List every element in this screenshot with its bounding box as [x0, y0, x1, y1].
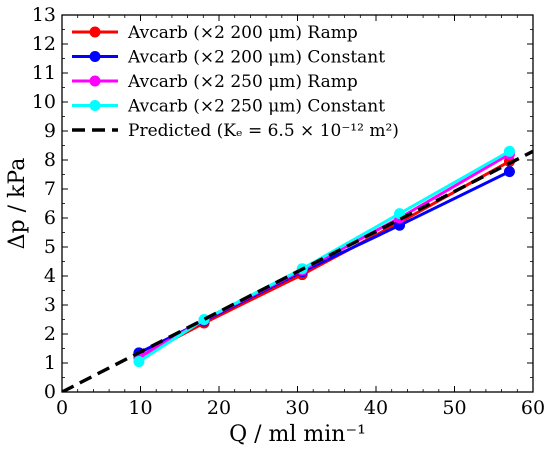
y-tick-label: 9 [44, 120, 56, 142]
x-tick-label: 60 [521, 397, 545, 419]
data-point [133, 356, 145, 368]
series-line-4 [62, 149, 533, 392]
legend-swatch-marker [89, 51, 101, 62]
y-tick-label: 11 [32, 62, 56, 84]
y-tick-label: 5 [44, 236, 56, 258]
y-tick-label: 0 [44, 381, 56, 403]
y-tick-label: 12 [32, 33, 56, 55]
y-tick-label: 4 [44, 265, 56, 287]
legend-label: Avcarb (×2 250 μm) Ramp [127, 72, 358, 92]
legend-swatch-marker [89, 75, 101, 87]
legend: Avcarb (×2 200 μm) Ramp Avcarb (×2 200 μm… [72, 23, 399, 141]
legend-label: Avcarb (×2 250 μm) Constant [127, 97, 385, 117]
legend-label: Avcarb (×2 200 μm) Ramp [127, 23, 358, 43]
x-tick-label: 10 [128, 397, 152, 419]
y-tick-label: 7 [44, 178, 56, 200]
legend-label: Avcarb (×2 200 μm) Constant [127, 48, 385, 68]
legend-swatch-marker [89, 100, 101, 111]
y-axis-label: Δp / kPa [5, 158, 30, 250]
x-tick-label: 30 [285, 397, 309, 419]
legend-label: Predicted (Kₑ = 6.5 × 10⁻¹² m²) [128, 121, 399, 141]
plot-frame [61, 14, 534, 393]
x-axis-label: Q / ml min⁻¹ [229, 422, 366, 447]
x-tick-label: 0 [56, 397, 68, 419]
data-point [503, 145, 515, 157]
y-tick-label: 1 [44, 352, 56, 374]
y-tick-label: 6 [44, 207, 56, 229]
y-tick-label: 10 [32, 91, 56, 113]
y-tick-label: 13 [32, 4, 56, 26]
x-tick-label: 50 [442, 397, 466, 419]
y-tick-label: 3 [44, 294, 56, 316]
legend-swatch-marker [89, 26, 101, 38]
y-tick-label: 8 [44, 149, 56, 171]
y-tick-label: 2 [44, 323, 56, 345]
x-tick-label: 20 [207, 397, 231, 419]
x-tick-label: 40 [364, 397, 388, 419]
data-point [503, 166, 515, 178]
